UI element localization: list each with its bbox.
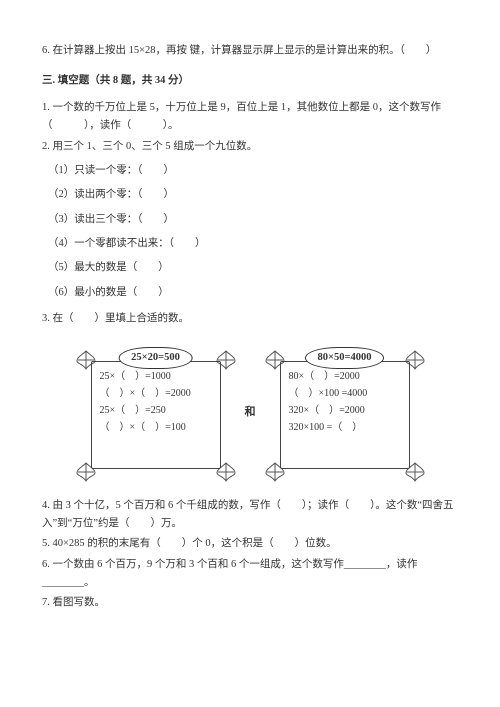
panel-a-inner: 25×（ ）=1000 （ ）×（ ）=2000 25×（ ）=250 （ ）×…	[91, 361, 221, 469]
panel-a-line: 25×（ ）=250	[100, 402, 212, 419]
s3-q2-1: （1）只读一个零：（ ）	[48, 162, 458, 180]
s3-q4: 4. 由 3 个十亿，5 个百万和 6 个千组成的数，写作（ ）；读作（ ）。这…	[42, 497, 458, 534]
s3-q2-6: （6）最小的数是（ ）	[48, 284, 458, 302]
panel-a-line: （ ）×（ ）=2000	[100, 385, 212, 402]
s3-q3: 3. 在（ ）里填上合适的数。	[42, 310, 458, 328]
panel-b-line: 320×100 =（ ）	[289, 419, 401, 436]
s3-q6: 6. 一个数由 6 个百万，9 个万和 3 个百和 6 个一组成，这个数写作__…	[42, 556, 458, 593]
panel-b-line: 80×（ ）=2000	[289, 368, 401, 385]
panel-a-line: （ ）×（ ）=100	[100, 419, 212, 436]
s3-q2-4: （4）一个零都读不出来：（ ）	[48, 235, 458, 253]
panel-b-line: （ ）×100 =4000	[289, 385, 401, 402]
s3-q1: 1. 一个数的千万位上是 5，十万位上是 9，百位上是 1，其他数位上都是 0，…	[42, 99, 458, 136]
panel-a-title: 25×20=500	[118, 347, 193, 369]
panel-b: 80×50=4000 80×（ ）=2000 （ ）×100 =4000 320…	[266, 343, 424, 483]
s3-q2-2: （2）读出两个零：（ ）	[48, 186, 458, 204]
s3-q2-5: （5）最大的数是（ ）	[48, 259, 458, 277]
s3-q7: 7. 看图写数。	[42, 594, 458, 612]
s3-q2: 2. 用三个 1、三个 0、三个 5 组成一个九位数。	[42, 138, 458, 156]
panel-b-inner: 80×（ ）=2000 （ ）×100 =4000 320×（ ）=2000 3…	[280, 361, 410, 469]
question-6: 6. 在计算器上按出 15×28，再按 键，计算器显示屏上显示的是计算出来的积。…	[42, 42, 458, 60]
panel-a-line: 25×（ ）=1000	[100, 368, 212, 385]
diagram-row: 25×20=500 25×（ ）=1000 （ ）×（ ）=2000 25×（ …	[42, 343, 458, 483]
s3-q2-3: （3）读出三个零：（ ）	[48, 211, 458, 229]
panel-b-title: 80×50=4000	[305, 347, 385, 369]
middle-label: 和	[243, 403, 258, 422]
section-3-title: 三. 填空题（共 8 题，共 34 分）	[42, 72, 458, 90]
panel-a: 25×20=500 25×（ ）=1000 （ ）×（ ）=2000 25×（ …	[77, 343, 235, 483]
s3-q5: 5. 40×285 的积的末尾有（ ）个 0，这个积是（ ）位数。	[42, 535, 458, 553]
panel-b-line: 320×（ ）=2000	[289, 402, 401, 419]
